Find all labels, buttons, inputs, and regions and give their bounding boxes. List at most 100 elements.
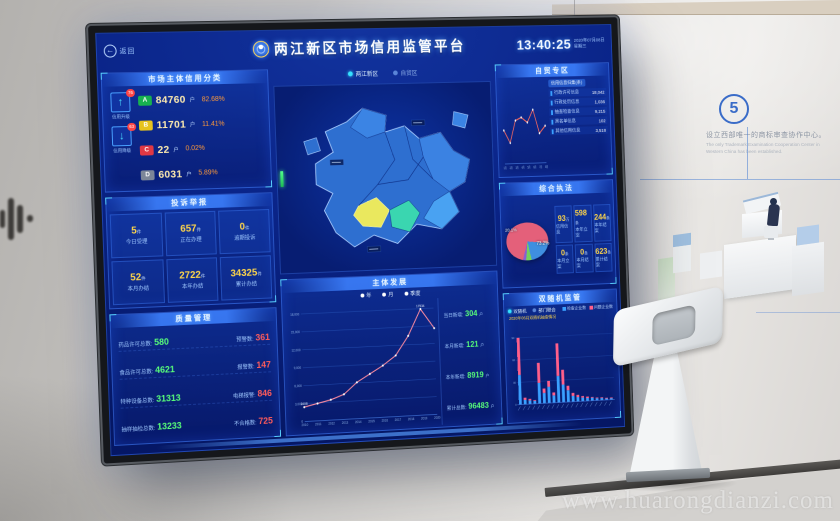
quality-label: 电梯报警: bbox=[232, 392, 256, 400]
stat-row: 本年新增: 8919 户 bbox=[446, 370, 498, 381]
quality-label: 不合格数: bbox=[233, 420, 257, 428]
wall-subline-2: Western China has been established. bbox=[706, 148, 783, 154]
stat-label: 累计总数: bbox=[446, 404, 467, 412]
svg-text:2408: 2408 bbox=[301, 402, 308, 406]
legend-label: 季度 bbox=[410, 290, 421, 297]
quality-row: 特种设备总数: 31313 电梯报警: 846 bbox=[120, 385, 273, 409]
cell-label: 逾期投诉 bbox=[234, 235, 256, 242]
tab-double-random[interactable]: 双随机 bbox=[507, 307, 527, 315]
upgrade-count-badge: 76 bbox=[125, 88, 136, 98]
cell-label: 本年办结 bbox=[181, 283, 204, 291]
legend-year[interactable]: 年 bbox=[360, 291, 371, 299]
tab-ftz[interactable]: 自贸区 bbox=[392, 68, 417, 77]
cell-unit: 万 bbox=[565, 216, 570, 222]
grade-percent: 0.02% bbox=[185, 145, 206, 153]
ftz-line-chart[interactable]: 1月 2月 3月 4月 5月 6月 7月 8月 bbox=[499, 80, 549, 174]
grade-badge: A bbox=[137, 95, 153, 107]
illustration-person bbox=[766, 203, 781, 227]
wall-headline: 设立西部唯一的商标审查协作中心。 bbox=[706, 132, 826, 139]
quality-alert-value: 361 bbox=[255, 331, 271, 343]
back-button[interactable]: ← 返回 bbox=[103, 44, 136, 58]
radio-dot-icon bbox=[392, 69, 398, 75]
quality-row: 食品许可总数: 4621 报警数: 147 bbox=[119, 357, 272, 381]
legend-label: 月 bbox=[388, 291, 394, 298]
cell-unit: 件 bbox=[200, 273, 206, 279]
enforcement-cell: 244条 本年结案 bbox=[592, 203, 612, 242]
cell-value: 657 bbox=[180, 223, 197, 235]
svg-text:5月: 5月 bbox=[527, 165, 530, 170]
grade-badge: D bbox=[140, 169, 155, 181]
grade-percent: 5.89% bbox=[198, 169, 218, 177]
enforcement-panel: 综合执法 73.2% 20.1% 93万 信用信息 598条 本年立案 bbox=[498, 179, 617, 289]
enforcement-stats: 93万 信用信息 598条 本年立案 244条 本年结案 0条 本月立案 0条 本月结案 … bbox=[554, 203, 613, 274]
center-column: 两江新区 自贸区 bbox=[273, 65, 503, 437]
complaints-cell: 34325件 累计办结 bbox=[220, 255, 273, 301]
development-line-chart[interactable]: 0 3,000 6,000 9,000 12,000 15,000 18,000 2010 20… bbox=[285, 298, 442, 433]
quality-rows: 药品许可总数: 580 预警数: 361 食品许可总数: 4621 报警数: 147 特… bbox=[111, 321, 280, 445]
illustration-tall-block bbox=[792, 241, 824, 297]
illustration-small-block bbox=[700, 250, 722, 280]
random-inspection-panel: 双随机监管 双随机 部门联合 检查企业数 问题企业数 bbox=[502, 288, 622, 425]
watermark: www.huarongdianzi.com bbox=[561, 487, 834, 514]
wall-line-horizontal-2 bbox=[756, 312, 840, 313]
bullet-icon bbox=[550, 90, 553, 96]
svg-text:30: 30 bbox=[513, 381, 516, 385]
map-svg bbox=[274, 82, 496, 274]
down-arrow-icon: ↓ bbox=[118, 130, 125, 143]
stat-label: 本年新增: bbox=[445, 374, 466, 381]
item-value: 1,036 bbox=[594, 98, 605, 104]
svg-text:2019: 2019 bbox=[421, 416, 428, 420]
quality-panel: 质量管理 药品许可总数: 580 预警数: 361 食品许可总数: 4621 报警数:… bbox=[109, 307, 282, 447]
quality-label: 药品许可总数: bbox=[118, 341, 153, 349]
wall-display: ← 返回 两江新区市场信用监管平台 13:40:25 2020年07月08日 星… bbox=[85, 15, 634, 466]
bullet-icon bbox=[551, 128, 554, 134]
legend-dot-icon bbox=[360, 293, 365, 298]
legend-problem[interactable]: 问题企业数 bbox=[589, 303, 613, 311]
svg-text:2011: 2011 bbox=[315, 422, 322, 426]
cell-unit: 条 bbox=[564, 251, 569, 257]
cell-value: 93 bbox=[557, 213, 566, 223]
cell-value: 598 bbox=[574, 208, 588, 218]
item-value: 18,042 bbox=[591, 89, 605, 95]
enforcement-cell: 0条 本月结案 bbox=[574, 243, 594, 274]
credit-downgrade-box[interactable]: ↓ 63 bbox=[111, 122, 137, 147]
legend-label: 问题企业数 bbox=[593, 303, 613, 310]
enforcement-pie-wrap: 73.2% 20.1% bbox=[503, 217, 553, 265]
random-bar-chart[interactable]: 0 30 60 90 bbox=[505, 318, 621, 423]
svg-text:2010: 2010 bbox=[302, 423, 309, 427]
step-number-badge: 5 bbox=[719, 94, 749, 124]
tab-liangjiang[interactable]: 两江新区 bbox=[347, 68, 378, 78]
svg-text:4月: 4月 bbox=[521, 165, 524, 170]
item-value: 102 bbox=[598, 117, 606, 123]
credit-upgrade-box[interactable]: ↑ 76 bbox=[110, 88, 136, 113]
legend-quarter[interactable]: 季度 bbox=[404, 289, 421, 297]
up-arrow-icon: ↑ bbox=[117, 96, 124, 109]
complaints-cell: 5件 今日受理 bbox=[109, 212, 163, 259]
svg-text:2013: 2013 bbox=[342, 421, 349, 425]
quality-row: 抽样抽检总数: 13233 不合格数: 725 bbox=[121, 414, 273, 436]
back-arrow-icon: ← bbox=[103, 44, 117, 58]
credit-grade-row: B 11701 户 11.41% bbox=[138, 117, 265, 132]
cell-value: 623 bbox=[595, 246, 608, 256]
tab-joint-dept[interactable]: 部门联合 bbox=[532, 306, 556, 314]
grade-unit: 户 bbox=[173, 147, 179, 154]
district-map[interactable] bbox=[273, 80, 498, 275]
cell-unit: 件 bbox=[141, 275, 146, 282]
complaints-grid: 5件 今日受理 657件 正在办理 0件 逾期投诉 bbox=[107, 206, 276, 308]
illustration-platform-block bbox=[724, 234, 796, 300]
svg-text:2012: 2012 bbox=[328, 421, 335, 425]
credit-grade-row: C 22 户 0.02% bbox=[139, 141, 266, 156]
svg-text:12,000: 12,000 bbox=[291, 348, 300, 353]
legend-label: 年 bbox=[366, 292, 372, 299]
svg-text:1月: 1月 bbox=[504, 166, 507, 171]
development-body: 0 3,000 6,000 9,000 12,000 15,000 18,000 2010 20… bbox=[282, 295, 502, 436]
quality-alert-value: 147 bbox=[256, 359, 272, 371]
illustration-bluecap-base bbox=[673, 244, 691, 274]
grade-count: 22 bbox=[157, 143, 170, 156]
cell-label: 本月立案 bbox=[557, 257, 570, 269]
cell-value: 2722 bbox=[179, 269, 202, 282]
legend-inspected[interactable]: 检查企业数 bbox=[562, 305, 586, 312]
legend-month[interactable]: 月 bbox=[382, 290, 394, 298]
quality-label: 特种设备总数: bbox=[120, 397, 155, 406]
svg-text:18,000: 18,000 bbox=[290, 312, 299, 317]
